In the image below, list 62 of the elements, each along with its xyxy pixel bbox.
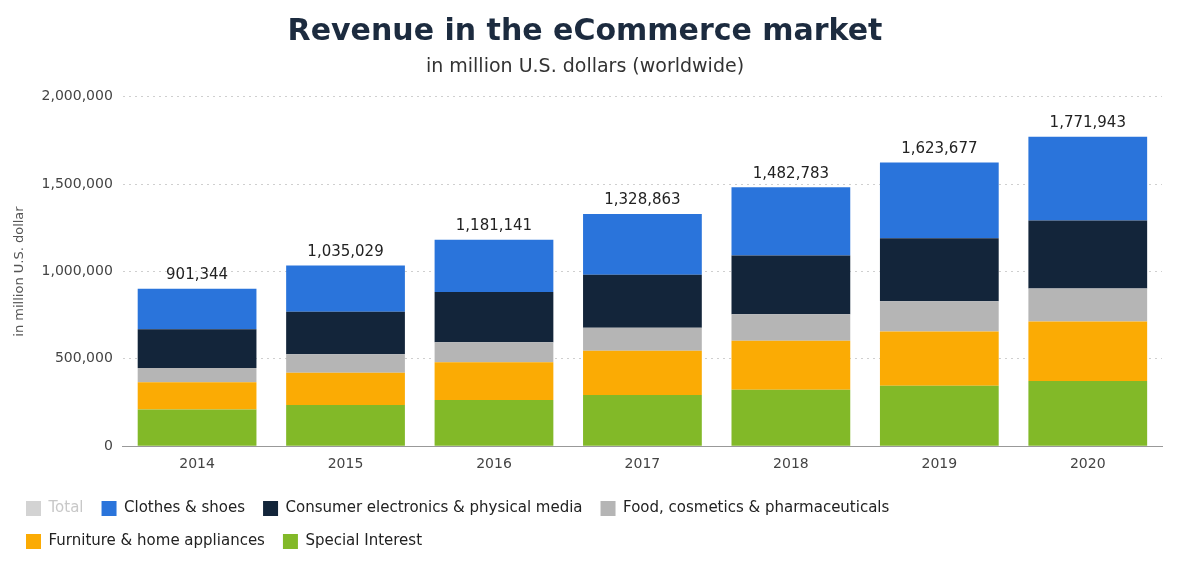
y-tick-label: 2,000,000	[41, 87, 113, 104]
bar	[583, 327, 702, 351]
y-tick-label: 1,000,000	[41, 262, 113, 279]
bar	[434, 291, 554, 343]
legend-label: Food, cosmetics & pharmaceuticals	[623, 498, 890, 517]
total-label: 1,328,863	[604, 190, 681, 209]
bar	[137, 368, 257, 383]
bar	[286, 265, 405, 312]
bar	[434, 362, 554, 400]
x-tick-label: 2020	[1069, 455, 1106, 472]
bar	[731, 389, 851, 446]
bar	[731, 340, 851, 390]
bar	[583, 350, 702, 396]
legend-label: Consumer electronics & physical media	[285, 498, 583, 517]
bar	[583, 395, 702, 446]
total-label: 1,482,783	[752, 163, 830, 182]
chart-subtitle: in million U.S. dollars (worldwide)	[425, 54, 745, 77]
bar	[731, 187, 851, 256]
bar	[434, 399, 554, 446]
x-tick-label: 2016	[476, 455, 512, 472]
bar	[583, 214, 702, 275]
bar	[879, 162, 999, 239]
bar	[137, 382, 257, 410]
total-label: 1,035,029	[307, 241, 384, 260]
bar	[137, 329, 257, 369]
total-label: 1,181,141	[455, 216, 533, 235]
bar	[583, 274, 702, 328]
x-tick-label: 2014	[179, 455, 215, 472]
legend-label: Furniture & home appliances	[48, 531, 266, 550]
bar	[286, 404, 405, 446]
bar	[879, 331, 999, 386]
bar	[1028, 136, 1148, 221]
bar	[879, 238, 999, 302]
bar	[137, 409, 257, 446]
x-tick-label: 2018	[773, 455, 809, 472]
bar	[731, 255, 851, 315]
y-tick-label: 0	[103, 436, 113, 453]
bar	[1028, 220, 1148, 289]
legend-label: Special Interest	[305, 531, 423, 550]
y-tick-label: 1,500,000	[41, 174, 113, 191]
x-tick-label: 2015	[327, 455, 364, 472]
bar	[879, 301, 999, 332]
legend-label: Clothes & shoes	[124, 498, 246, 517]
y-tick-label: 500,000	[54, 349, 113, 366]
bar	[137, 288, 257, 330]
bar	[434, 239, 554, 292]
bar	[1028, 321, 1148, 382]
total-label: 1,771,943	[1049, 113, 1126, 132]
bar	[1028, 288, 1148, 322]
bar	[434, 342, 554, 363]
bar	[1028, 381, 1148, 446]
bar	[286, 354, 405, 373]
bar	[879, 385, 999, 446]
x-tick-label: 2017	[624, 455, 661, 472]
total-label: 901,344	[166, 265, 229, 284]
chart-title: Revenue in the eCommerce market	[287, 11, 883, 47]
bar	[731, 314, 851, 341]
bar	[286, 311, 405, 355]
total-label: 1,623,677	[901, 138, 978, 157]
bar	[286, 372, 405, 405]
x-tick-label: 2019	[921, 455, 958, 472]
y-axis-title: in million U.S. dollar	[11, 205, 27, 337]
